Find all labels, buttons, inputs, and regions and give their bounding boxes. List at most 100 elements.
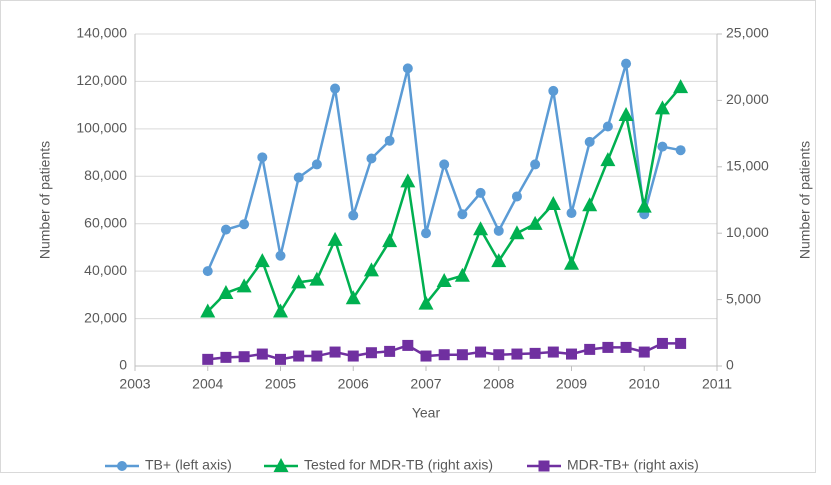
data-point <box>602 121 613 132</box>
x-axis-title: Year <box>412 405 441 421</box>
data-point <box>493 225 504 236</box>
x-tick-label: 2006 <box>338 376 369 392</box>
data-point <box>673 79 689 94</box>
y2-axis-title: Number of patients <box>797 141 813 259</box>
x-tick-label: 2005 <box>265 376 296 392</box>
data-point <box>564 255 579 270</box>
data-point <box>657 141 668 152</box>
y-tick-label: 40,000 <box>84 262 127 278</box>
data-point <box>363 262 379 277</box>
data-point <box>366 153 377 164</box>
y2-tick-label: 5,000 <box>726 290 761 306</box>
data-point <box>236 278 252 293</box>
y2-tick-label: 20,000 <box>726 91 769 107</box>
legend-marker <box>538 460 550 472</box>
legend-marker <box>273 458 289 472</box>
data-point <box>620 341 632 353</box>
data-point <box>402 63 413 74</box>
data-point <box>675 337 687 349</box>
data-point <box>439 159 450 170</box>
data-point <box>291 274 307 289</box>
data-point <box>402 339 414 351</box>
data-point <box>675 145 686 156</box>
data-point <box>421 228 431 239</box>
data-point <box>584 343 596 355</box>
legend-label: Tested for MDR-TB (right axis) <box>304 457 493 473</box>
data-point <box>220 224 231 235</box>
data-point <box>365 347 377 359</box>
data-point <box>473 221 489 236</box>
data-point <box>238 351 250 363</box>
data-point <box>584 136 595 147</box>
data-point <box>220 351 232 363</box>
x-tick-label: 2004 <box>192 376 223 392</box>
data-point <box>475 187 486 198</box>
data-point <box>400 173 416 188</box>
data-point <box>257 152 268 163</box>
data-point <box>293 350 305 362</box>
data-point <box>256 348 268 360</box>
data-point <box>254 253 270 268</box>
data-point <box>493 349 505 361</box>
data-point <box>545 195 561 210</box>
data-point <box>509 225 525 240</box>
data-point <box>327 231 343 246</box>
data-point <box>548 85 559 96</box>
data-point <box>530 159 541 170</box>
data-point <box>418 295 434 310</box>
x-tick-label: 2010 <box>629 376 660 392</box>
y2-tick-label: 25,000 <box>726 25 769 41</box>
data-point <box>218 284 234 299</box>
y-tick-label: 0 <box>119 357 127 373</box>
data-point <box>311 159 322 170</box>
data-point <box>311 350 323 362</box>
data-point <box>566 348 577 360</box>
data-point <box>511 191 522 202</box>
data-point <box>384 345 396 357</box>
data-point <box>638 346 650 358</box>
data-point <box>618 107 634 122</box>
data-point <box>309 271 325 286</box>
data-point <box>275 250 286 261</box>
data-point <box>600 152 616 167</box>
y-tick-label: 20,000 <box>84 309 127 325</box>
data-point <box>636 198 652 213</box>
y-axis-title: Number of patients <box>37 141 53 259</box>
data-point <box>454 267 470 282</box>
data-point <box>511 348 523 360</box>
data-point <box>438 349 450 361</box>
data-point <box>566 208 577 219</box>
y-tick-label: 120,000 <box>76 72 127 88</box>
data-point <box>527 215 543 230</box>
data-point <box>420 350 432 362</box>
x-tick-label: 2008 <box>483 376 514 392</box>
data-point <box>329 346 341 358</box>
data-point <box>200 303 216 318</box>
data-point <box>475 346 487 358</box>
x-tick-label: 2007 <box>410 376 441 392</box>
legend-marker <box>117 461 127 471</box>
data-point <box>654 100 670 115</box>
data-point <box>382 233 398 248</box>
data-point <box>348 210 359 221</box>
x-tick-label: 2009 <box>556 376 587 392</box>
data-point <box>330 83 341 94</box>
data-point <box>202 266 213 277</box>
data-point <box>602 341 614 353</box>
data-point <box>621 58 632 69</box>
data-point <box>347 350 359 362</box>
data-point <box>293 172 304 183</box>
x-tick-label: 2011 <box>702 376 732 392</box>
x-tick-label: 2003 <box>119 376 150 392</box>
legend-label: TB+ (left axis) <box>145 457 232 473</box>
data-point <box>384 135 395 146</box>
data-point <box>202 353 214 365</box>
data-point <box>345 290 361 305</box>
legend-label: MDR-TB+ (right axis) <box>567 457 699 473</box>
data-point <box>273 303 288 318</box>
data-point <box>456 349 468 361</box>
data-point <box>457 209 468 220</box>
data-point <box>436 273 452 288</box>
y-tick-label: 140,000 <box>76 25 127 41</box>
data-point <box>239 219 250 230</box>
